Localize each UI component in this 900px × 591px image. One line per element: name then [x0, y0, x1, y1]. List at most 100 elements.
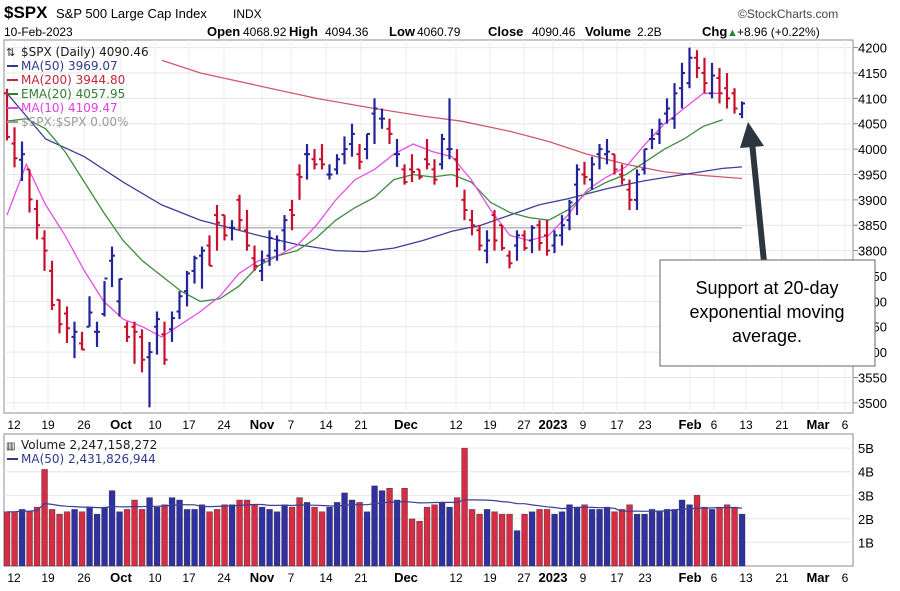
ohlc-label-chg: Chg: [702, 24, 727, 39]
candle: [341, 136, 348, 165]
price-tick-label: 3950: [858, 167, 887, 182]
x-tick-label: 17: [182, 418, 196, 432]
x-tick-label: Feb: [678, 570, 701, 585]
price-tick-label: 3550: [858, 370, 887, 385]
annotation-arrow-shaft: [749, 141, 767, 263]
candle: [566, 199, 573, 231]
volume-bar: [626, 504, 633, 567]
volume-bar: [251, 504, 258, 567]
volume-bar: [303, 502, 311, 567]
candle: [664, 98, 670, 124]
ma10-line: [6, 92, 723, 338]
price-tick-label: 4000: [858, 142, 887, 157]
candle: [386, 118, 393, 145]
candle: [274, 235, 280, 261]
volume-bar: [723, 504, 731, 567]
candle: [596, 144, 603, 170]
x-tick-label: 6: [711, 418, 718, 432]
x-tick-label: 6: [842, 418, 849, 432]
candle: [281, 215, 288, 251]
x-tick-label: 10: [148, 571, 162, 585]
volume-bar: [656, 511, 663, 567]
volume-bar: [431, 504, 438, 567]
volume-bar: [423, 506, 431, 567]
x-tick-label: 17: [610, 571, 624, 585]
candle: [656, 118, 663, 145]
volume-bar: [176, 499, 183, 567]
candle: [289, 199, 295, 231]
candle: [484, 230, 490, 264]
volume-tick-label: 3B: [858, 488, 874, 503]
candle: [626, 179, 633, 211]
volume-bar: [296, 497, 303, 567]
volume-bar: [716, 506, 723, 567]
volume-bar: [86, 506, 93, 567]
ohlc-label-volume: Volume: [585, 24, 631, 39]
candles: [4, 47, 745, 408]
candle: [349, 123, 355, 157]
x-tick-label: Dec: [394, 570, 418, 585]
ohlc-value-chg: +8.96 (+0.22%): [737, 25, 820, 39]
volume-bar: [618, 509, 626, 567]
legend-item: $SPX:$SPX 0.00%: [21, 115, 128, 129]
candle: [304, 144, 310, 180]
volume-bar: [566, 504, 573, 567]
volume-bars: [3, 447, 746, 567]
x-axis-bottom: 12 19 26 Oct 10 17 24 Nov 7 14 21 Dec 12 19 27 2023 9 17 2…: [7, 570, 848, 585]
candle: [191, 255, 198, 284]
volume-bar: [528, 511, 536, 567]
x-tick-label: 27: [517, 571, 531, 585]
price-tick-label: 4050: [858, 117, 887, 132]
candle: [446, 98, 453, 160]
volume-bar: [236, 499, 243, 567]
volume-bar: [48, 509, 56, 567]
candle: [19, 141, 25, 182]
chg-up-icon: ▲: [727, 27, 738, 39]
candle: [236, 194, 243, 231]
x-tick-label: 21: [775, 418, 789, 432]
candle: [641, 148, 648, 175]
volume-bar: [348, 499, 356, 567]
volume-bar: [693, 495, 701, 567]
volume-bar: [108, 490, 116, 567]
volume-bar: [266, 509, 273, 567]
volume-bar: [708, 509, 716, 567]
x-tick-label: 26: [77, 418, 91, 432]
x-tick-label: 12: [449, 418, 463, 432]
volume-bar: [341, 492, 348, 567]
ohlc-label-high: High: [289, 24, 318, 39]
symbol-title: $SPX: [4, 3, 48, 22]
x-tick-label: 14: [319, 418, 333, 432]
volume-bar: [146, 497, 153, 567]
candle: [214, 204, 220, 251]
volume-bar: [26, 511, 33, 567]
x-tick-label: Oct: [110, 570, 132, 585]
ohlc-value-open: 4068.92: [243, 25, 287, 39]
candle: [559, 215, 565, 246]
volume-bar: [11, 511, 18, 567]
candle: [244, 210, 250, 251]
candle: [581, 161, 588, 185]
x-tick-label: 13: [739, 571, 753, 585]
candle: [476, 225, 483, 251]
candle: [469, 210, 475, 236]
price-tick-label: 4100: [858, 91, 887, 106]
candle: [604, 138, 610, 165]
x-tick-label: Nov: [250, 417, 275, 432]
volume-bar: [671, 509, 678, 567]
volume-bar: [206, 511, 213, 567]
x-tick-label: Oct: [110, 417, 132, 432]
volume-bar: [326, 506, 333, 567]
legend-item: MA(10) 4109.47: [21, 101, 118, 115]
volume-bar: [438, 502, 446, 567]
ohlc-label-low: Low: [389, 24, 416, 39]
volume-bar: [213, 509, 221, 567]
ohlc-value-high: 4094.36: [325, 25, 369, 39]
legend-item: EMA(20) 4057.95: [21, 87, 125, 101]
candle: [461, 189, 468, 221]
volume-bar: [453, 497, 461, 567]
candle: [454, 149, 460, 188]
candle: [694, 50, 700, 79]
volume-bar: [551, 513, 558, 567]
volume-bar: [333, 502, 341, 567]
